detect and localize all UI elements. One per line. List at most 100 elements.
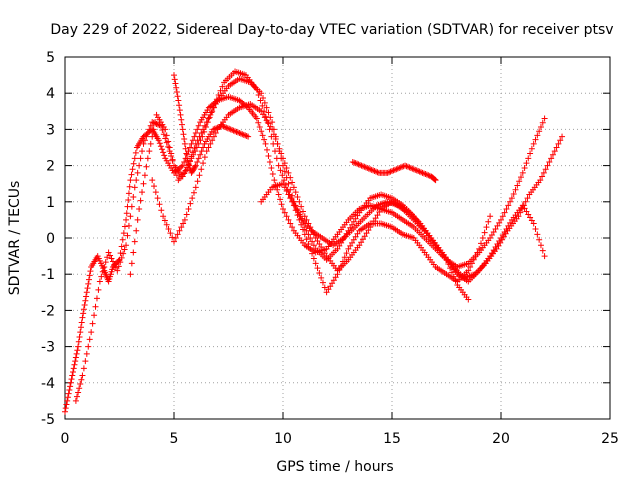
- data-point: [305, 220, 312, 227]
- data-point: [273, 155, 280, 162]
- data-point: [294, 212, 301, 219]
- data-point: [376, 209, 383, 216]
- series-track-d: [149, 101, 472, 303]
- data-point: [180, 131, 187, 138]
- data-point: [69, 368, 76, 375]
- data-point: [258, 128, 265, 135]
- data-point: [521, 165, 528, 172]
- data-point: [173, 88, 180, 95]
- data-point: [312, 235, 319, 241]
- data-point: [213, 125, 220, 132]
- data-point: [497, 239, 504, 246]
- data-point: [386, 169, 393, 176]
- chart-title: Day 229 of 2022, Sidereal Day-to-day VTE…: [50, 22, 613, 38]
- data-point: [218, 122, 225, 129]
- data-point: [127, 271, 134, 278]
- data-point: [171, 76, 178, 83]
- data-point: [281, 160, 288, 167]
- data-point: [128, 203, 135, 210]
- data-point: [206, 114, 213, 121]
- data-point: [413, 167, 420, 174]
- data-point: [481, 229, 488, 236]
- data-point: [551, 148, 558, 155]
- data-point: [73, 393, 80, 400]
- data-point: [415, 168, 422, 175]
- data-point: [319, 247, 326, 254]
- data-point: [179, 173, 186, 180]
- data-point: [289, 179, 296, 186]
- data-point: [187, 200, 194, 207]
- data-point: [79, 314, 86, 321]
- data-point: [181, 216, 188, 223]
- data-point: [234, 129, 241, 136]
- data-point: [468, 260, 475, 267]
- grid-layer: [65, 57, 610, 419]
- data-point: [262, 140, 269, 147]
- data-point: [136, 206, 143, 213]
- data-point: [162, 135, 169, 142]
- data-point: [425, 172, 432, 179]
- data-point: [351, 159, 358, 166]
- data-point: [325, 286, 332, 293]
- data-point: [276, 145, 283, 152]
- data-point: [149, 177, 156, 184]
- data-point: [307, 245, 314, 252]
- data-point: [515, 213, 522, 220]
- data-point: [345, 245, 352, 252]
- x-tick-label: 0: [61, 431, 70, 447]
- data-point: [314, 238, 321, 245]
- data-point: [527, 150, 534, 157]
- data-point: [194, 158, 201, 165]
- data-point: [261, 114, 268, 121]
- data-point: [364, 165, 371, 172]
- data-point: [161, 152, 168, 159]
- data-point: [77, 329, 84, 336]
- data-point: [131, 155, 138, 162]
- data-point: [134, 216, 141, 223]
- data-point: [240, 131, 247, 138]
- data-point: [70, 365, 77, 372]
- data-point: [272, 148, 279, 155]
- data-point: [146, 148, 153, 155]
- data-point: [490, 247, 497, 254]
- data-point: [69, 372, 76, 379]
- data-point: [399, 163, 406, 170]
- data-point: [181, 158, 188, 165]
- data-point: [321, 250, 328, 257]
- data-point: [281, 209, 288, 216]
- data-point: [129, 166, 136, 173]
- data-point: [403, 163, 410, 170]
- data-point: [281, 168, 288, 175]
- data-point: [65, 390, 72, 397]
- data-point: [181, 140, 188, 147]
- data-point: [321, 284, 328, 291]
- data-point: [522, 198, 529, 205]
- data-point: [186, 144, 193, 151]
- data-point: [478, 240, 485, 247]
- data-point: [62, 408, 68, 415]
- data-point: [431, 176, 438, 183]
- data-point: [193, 144, 200, 151]
- data-point: [487, 213, 494, 220]
- data-point: [151, 183, 158, 190]
- data-point: [305, 241, 312, 248]
- data-point: [472, 253, 479, 260]
- data-point: [287, 174, 294, 181]
- data-point: [404, 163, 411, 170]
- data-point: [406, 164, 413, 171]
- data-point: [227, 126, 234, 133]
- data-point: [194, 126, 201, 133]
- data-point: [71, 361, 78, 368]
- data-point: [156, 122, 163, 129]
- data-point: [352, 215, 359, 222]
- data-point: [203, 148, 210, 155]
- data-point: [98, 273, 105, 280]
- data-point: [157, 143, 164, 150]
- data-point: [107, 252, 114, 259]
- data-point: [224, 125, 231, 132]
- data-point: [202, 123, 209, 130]
- data-point: [209, 137, 216, 144]
- data-point: [390, 167, 397, 174]
- data-point: [217, 87, 224, 94]
- data-point: [174, 93, 181, 100]
